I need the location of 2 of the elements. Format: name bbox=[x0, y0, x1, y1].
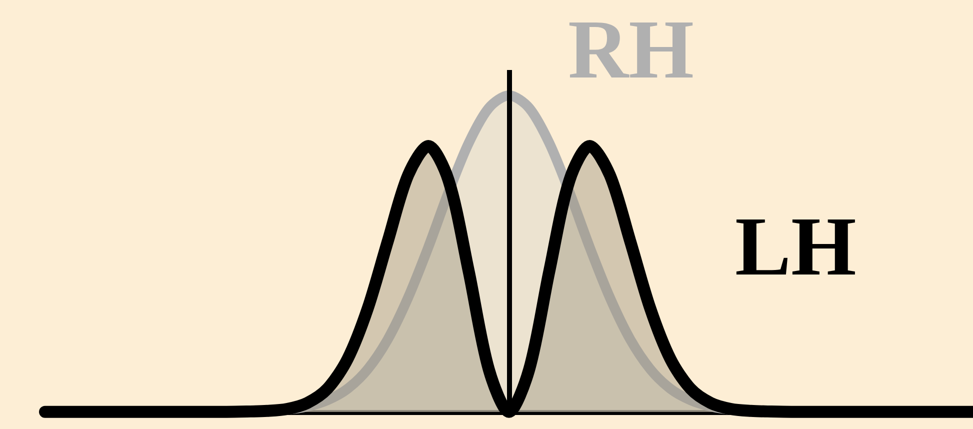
series-label: RH bbox=[568, 4, 694, 96]
series-label: LH bbox=[735, 200, 856, 294]
